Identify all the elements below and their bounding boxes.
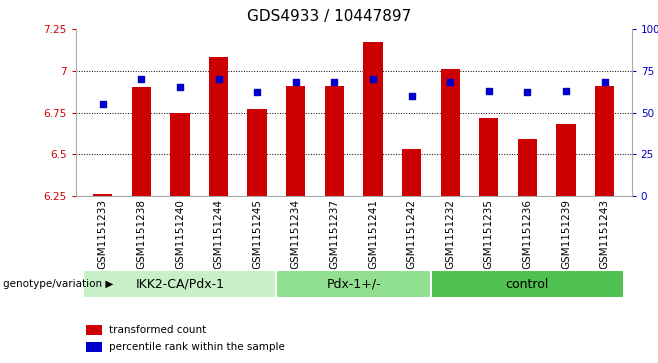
Text: control: control xyxy=(506,278,549,290)
Bar xyxy=(286,86,305,196)
Bar xyxy=(441,69,460,196)
Point xyxy=(213,76,224,82)
Bar xyxy=(431,270,624,298)
Point xyxy=(407,93,417,99)
Bar xyxy=(402,149,421,196)
Bar xyxy=(86,342,102,352)
Bar xyxy=(595,86,615,196)
Bar xyxy=(209,57,228,196)
Point xyxy=(561,88,571,94)
Point xyxy=(484,88,494,94)
Text: Pdx-1+/-: Pdx-1+/- xyxy=(326,278,381,290)
Bar xyxy=(93,194,113,196)
Bar xyxy=(84,270,276,298)
Point xyxy=(599,79,610,85)
Bar xyxy=(518,139,537,196)
Bar xyxy=(247,109,266,196)
Text: IKK2-CA/Pdx-1: IKK2-CA/Pdx-1 xyxy=(136,278,224,290)
Text: transformed count: transformed count xyxy=(109,325,207,335)
Bar xyxy=(276,270,431,298)
Bar xyxy=(132,87,151,196)
Point xyxy=(136,76,147,82)
Point xyxy=(174,85,185,90)
Bar xyxy=(170,113,190,196)
Bar xyxy=(324,86,344,196)
Text: GDS4933 / 10447897: GDS4933 / 10447897 xyxy=(247,9,411,24)
Bar xyxy=(479,118,499,196)
Text: genotype/variation ▶: genotype/variation ▶ xyxy=(3,279,114,289)
Point xyxy=(368,76,378,82)
Bar xyxy=(363,42,383,196)
Point xyxy=(290,79,301,85)
Point xyxy=(522,90,533,95)
Text: percentile rank within the sample: percentile rank within the sample xyxy=(109,342,285,352)
Point xyxy=(252,90,263,95)
Point xyxy=(329,79,340,85)
Point xyxy=(445,79,455,85)
Bar xyxy=(557,124,576,196)
Bar xyxy=(86,325,102,335)
Point xyxy=(97,101,108,107)
